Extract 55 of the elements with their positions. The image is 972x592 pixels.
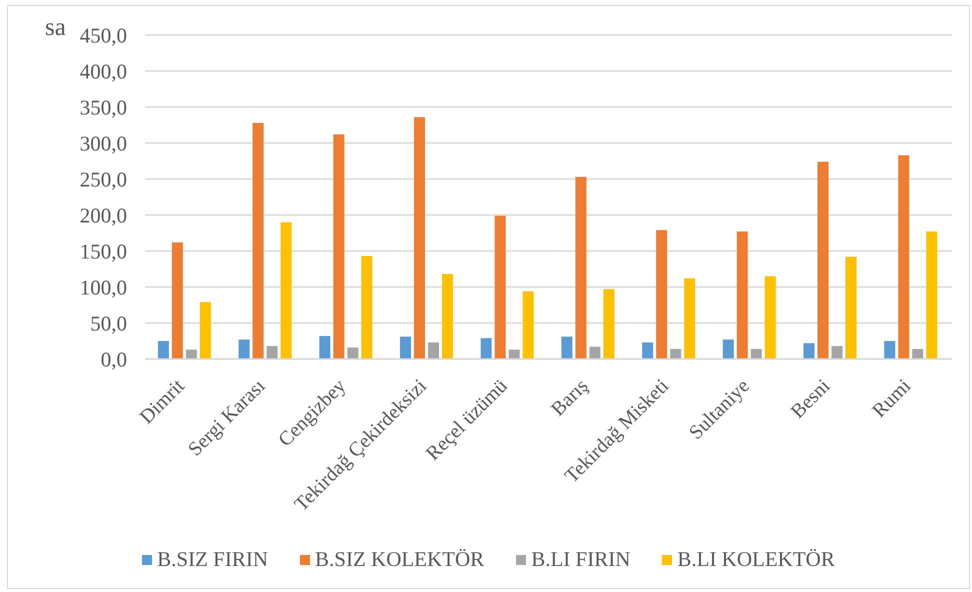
bar: [319, 336, 330, 359]
legend-label: B.LI FIRIN: [531, 547, 630, 572]
bar: [508, 350, 520, 359]
bar: [603, 289, 614, 359]
bar: [722, 340, 734, 359]
bar: [158, 341, 169, 359]
bar: [252, 122, 264, 359]
y-tick-label: 300,0: [80, 131, 127, 156]
legend-label: B.SIZ FIRIN: [157, 547, 268, 572]
bar: [656, 230, 668, 359]
bar: [575, 176, 586, 359]
y-tick-label: 350,0: [80, 95, 127, 120]
bar: [361, 256, 372, 359]
bar: [200, 302, 211, 359]
bar: [804, 343, 815, 359]
bar: [414, 117, 426, 359]
bar: [172, 242, 183, 359]
bar: [333, 134, 344, 359]
y-tick-label: 50,0: [90, 311, 127, 336]
legend-label: B.SIZ KOLEKTÖR: [315, 547, 484, 572]
bar: [589, 346, 600, 359]
y-tick-label: 100,0: [80, 275, 127, 300]
bar: [186, 350, 197, 359]
bar: [764, 276, 776, 359]
bar: [428, 342, 440, 359]
bar: [846, 256, 857, 359]
bar: [561, 336, 572, 359]
y-tick-label: 250,0: [80, 167, 127, 192]
y-tick-label: 200,0: [80, 203, 127, 228]
bar: [818, 162, 829, 359]
y-tick-label: 150,0: [80, 239, 127, 264]
bar: [442, 274, 454, 359]
bar: [480, 338, 492, 359]
bar: [494, 216, 506, 359]
bar: [736, 232, 748, 359]
y-tick-label: 400,0: [80, 59, 127, 84]
bar: [280, 222, 292, 359]
bar: [832, 346, 843, 359]
bar: [926, 232, 938, 359]
bar: [750, 348, 762, 359]
y-tick-label: 450,0: [80, 23, 127, 48]
bar: [266, 346, 278, 359]
bar: [347, 347, 358, 359]
bar: [670, 348, 682, 359]
bar: [642, 342, 654, 359]
bar: [898, 155, 910, 359]
bar: [912, 348, 924, 359]
bar: [400, 336, 412, 359]
y-tick-label: 0,0: [100, 347, 127, 372]
bar: [522, 291, 534, 359]
bar: [884, 341, 896, 359]
legend-label: B.LI KOLEKTÖR: [677, 547, 835, 572]
bar: [238, 340, 250, 359]
y-axis-title: sa: [45, 14, 66, 41]
bar: [684, 278, 696, 359]
